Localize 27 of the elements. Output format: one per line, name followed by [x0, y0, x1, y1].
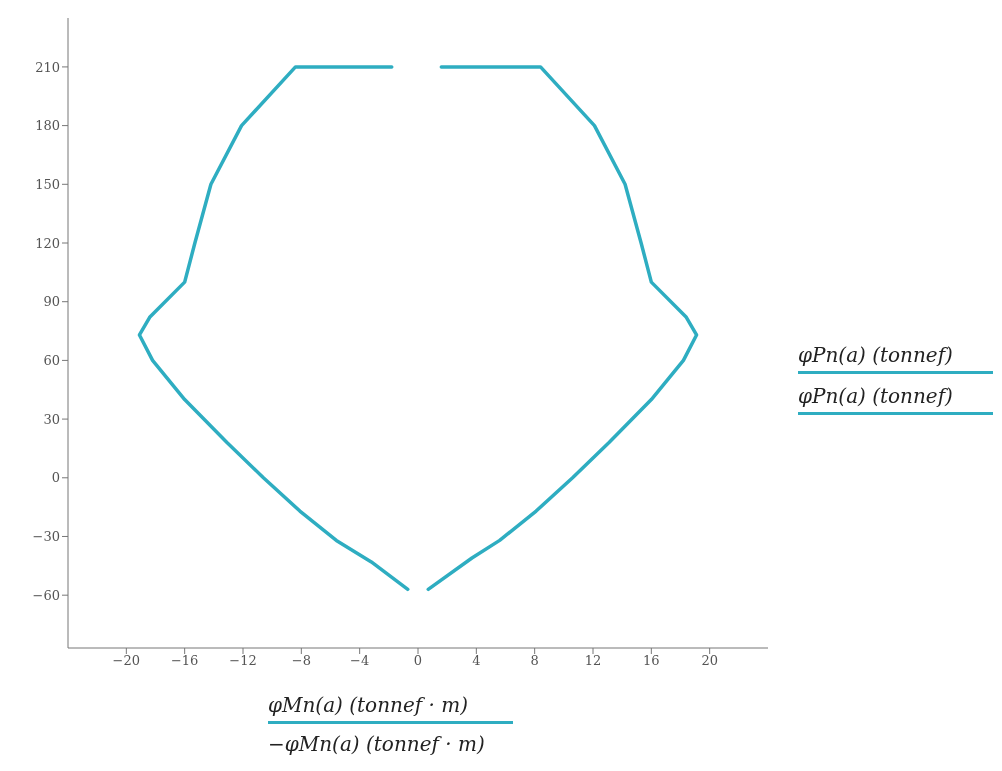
y-axis-title: φPn(a) (tonnef) — [798, 343, 954, 367]
y-tick-label: 180 — [35, 118, 60, 134]
y-tick-label: −60 — [32, 587, 60, 603]
x-tick-label: −20 — [112, 653, 141, 669]
x-tick-label: 0 — [413, 653, 423, 669]
y-tick-label: 0 — [51, 470, 60, 486]
x-tick-label: −12 — [229, 653, 257, 669]
y-tick-label: 30 — [43, 411, 60, 427]
x-tick-label: 8 — [530, 653, 539, 669]
y-tick-label: 60 — [43, 353, 60, 369]
x-tick-label: 4 — [472, 653, 481, 669]
y-tick-label: −30 — [32, 529, 60, 545]
x-axis-title: φMn(a) (tonnef · m) — [268, 693, 469, 717]
text: −φMn(a) (tonnef · m) — [268, 732, 486, 756]
x-tick-label: 16 — [643, 653, 660, 669]
text: φPn(a) (tonnef) — [798, 384, 954, 408]
y-tick-label: 120 — [35, 235, 60, 251]
line-series — [426, 65, 699, 592]
x-tick-label: −4 — [350, 653, 370, 669]
y-tick-label: 150 — [35, 176, 60, 192]
y-tick-label: 90 — [43, 294, 60, 310]
x-tick-label: −8 — [291, 653, 311, 669]
line-series — [137, 65, 410, 592]
x-tick-label: 12 — [584, 653, 602, 669]
y-tick-label: 210 — [35, 59, 60, 75]
x-tick-label: 20 — [701, 653, 718, 669]
x-tick-label: −16 — [170, 653, 199, 669]
